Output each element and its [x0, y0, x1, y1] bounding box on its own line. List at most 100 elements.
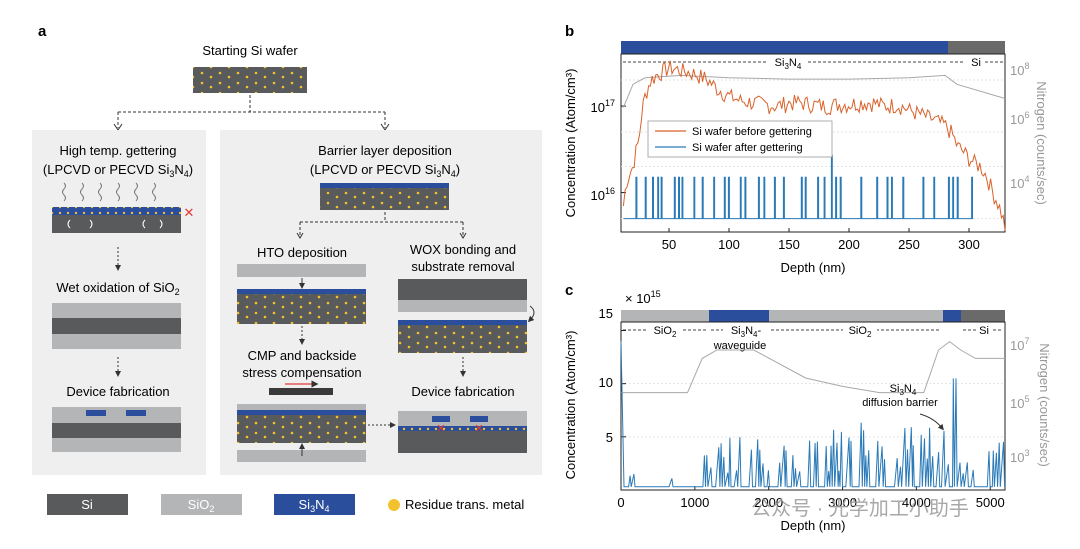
c-ytick-5: 5	[606, 430, 613, 445]
c-layer-sio2-2	[769, 310, 943, 322]
c-series-concentration	[620, 341, 1006, 488]
c-label-si: Si	[979, 325, 989, 337]
left-title-1: High temp. gettering	[59, 143, 176, 158]
plot-b-frame	[620, 53, 1006, 233]
watermark: 公众号 · 光学加工小助手	[751, 497, 969, 520]
panel-b-letter: b	[565, 23, 574, 40]
layer-bar-si3n4	[621, 41, 948, 54]
layer-bar-si	[948, 41, 1005, 54]
left-title-2: (LPCVD or PECVD Si3N4)	[43, 162, 193, 179]
c-label-waveguide: Si3N4-	[731, 325, 762, 339]
b-xtick-label: 300	[958, 237, 980, 252]
c-xtick-label: 1000	[680, 495, 709, 510]
c-layer-si	[961, 310, 1005, 322]
wet-oxidation-label: Wet oxidation of SiO2	[56, 280, 179, 297]
b-ylabel-left: Concentration (Atom/cm³)	[563, 69, 578, 218]
cmp-label-2: stress compensation	[242, 365, 361, 380]
svg-text:SiO2: SiO2	[188, 497, 215, 514]
b-rtick-6: 106	[1010, 110, 1029, 127]
right-title-2: (LPCVD or PECVD Si3N4)	[310, 162, 460, 179]
panel-a-letter: a	[38, 23, 47, 40]
polish-pad	[269, 388, 333, 395]
b-xtick-label: 150	[778, 237, 800, 252]
c-ylabel-left: Concentration (Atom/cm³)	[563, 331, 578, 480]
gettering-nitride	[52, 207, 181, 215]
b-legend-after: Si wafer after gettering	[692, 142, 803, 154]
b-series-before	[622, 60, 1006, 231]
b-rtick-4: 104	[1010, 174, 1029, 191]
wox-label-1: WOX bonding and	[410, 242, 516, 257]
right-title-1: Barrier layer deposition	[318, 143, 452, 158]
panel-c: c × 1015 SiO2 Si3N4- waveguide SiO2 Si C…	[563, 282, 1052, 533]
starting-wafer	[193, 67, 307, 93]
c-xtick-label: 2000	[754, 495, 783, 510]
b-xtick-label: 200	[838, 237, 860, 252]
legend-metal-dot-icon	[388, 499, 400, 511]
legend-si3n4-swatch	[274, 494, 355, 515]
legend-a: Si SiO2 Si3N4 Residue trans. metal	[47, 494, 524, 515]
layer-label-si3n4: Si3N4	[775, 57, 802, 71]
c-xticks: 0 1000 2000 3000 4000 5000	[617, 486, 1005, 510]
b-ytick-16: 1016	[591, 186, 615, 203]
c-label-waveguide-2: waveguide	[713, 340, 767, 352]
c-rtick-3: 103	[1010, 448, 1029, 465]
left-device-fab-label: Device fabrication	[66, 384, 169, 399]
oxide-top	[52, 303, 181, 318]
c-ylabel-right: Nitrogen (counts/sec)	[1037, 343, 1052, 467]
c-barrier-label-1: Si3N4	[890, 383, 917, 397]
c-barrier-label-2: diffusion barrier	[862, 397, 938, 409]
layer-label-si-b: Si	[971, 57, 981, 69]
legend-sio2-swatch	[161, 494, 242, 515]
svg-text:Si3N4: Si3N4	[299, 497, 330, 514]
panel-a: a Starting Si wafer High temp. gettering…	[32, 23, 542, 515]
b-xtick-label: 50	[662, 237, 676, 252]
branch-lines	[117, 95, 386, 128]
hto-label: HTO deposition	[257, 245, 347, 260]
svg-text:Si: Si	[81, 497, 93, 512]
b-ytick-17: 1017	[591, 98, 615, 115]
b-ylabel-right: Nitrogen (counts/sec)	[1034, 81, 1049, 205]
plot-c-grid	[621, 330, 1005, 438]
c-ytick-15: 15	[599, 306, 613, 321]
barrier-layer	[320, 183, 449, 188]
cmp-label-1: CMP and backside	[248, 348, 357, 363]
c-series-nitrogen	[621, 340, 1005, 394]
b-series-after	[623, 154, 973, 220]
legend-si-swatch	[47, 494, 128, 515]
wox-label-2: substrate removal	[411, 259, 514, 274]
c-xtick-label: 3000	[828, 495, 857, 510]
c-label-sio2-1: SiO2	[654, 325, 677, 339]
heat-squiggles	[62, 182, 156, 202]
c-xlabel: Depth (nm)	[780, 518, 845, 533]
c-rtick-5: 105	[1010, 394, 1029, 411]
start-label: Starting Si wafer	[202, 43, 298, 58]
legend-metal-label: Residue trans. metal	[405, 497, 524, 512]
c-xtick-label: 4000	[902, 495, 931, 510]
gettering-wafer	[52, 215, 181, 233]
device-waveguide	[86, 410, 106, 416]
b-series-nitrogen	[622, 74, 1006, 108]
svg-text:✕: ✕	[474, 423, 483, 435]
plot-c-frame	[620, 321, 1006, 491]
b-xtick-label: 100	[718, 237, 740, 252]
b-legend-before: Si wafer before gettering	[692, 126, 812, 138]
c-multiplier: × 1015	[625, 289, 661, 306]
b-xlabel: Depth (nm)	[780, 260, 845, 275]
b-legend: Si wafer before gettering Si wafer after…	[647, 120, 833, 158]
right-device-fab-label: Device fabrication	[411, 384, 514, 399]
c-ytick-10: 10	[599, 375, 613, 390]
c-layer-barrier	[943, 310, 961, 322]
b-xtick-label: 250	[898, 237, 920, 252]
c-layer-waveguide	[709, 310, 769, 322]
blocked-cross-icon: ✕	[436, 423, 445, 435]
panel-b: b Si3N4 Si Concentration (Atom/cm³) Nitr…	[563, 23, 1049, 275]
c-xtick-label: 0	[617, 495, 624, 510]
c-label-sio2-2: SiO2	[849, 325, 872, 339]
c-layer-sio2-1	[621, 310, 709, 322]
cross-mark-icon: ✕	[184, 205, 195, 220]
panel-c-letter: c	[565, 282, 573, 299]
c-xtick-label: 5000	[976, 495, 1005, 510]
c-rtick-7: 107	[1010, 336, 1029, 353]
b-rtick-8: 108	[1010, 61, 1029, 78]
